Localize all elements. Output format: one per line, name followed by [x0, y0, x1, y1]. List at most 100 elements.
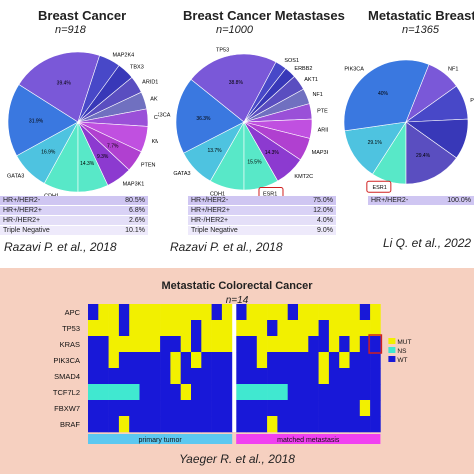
panel-3-title: Metastatic Breast Ca: [368, 8, 474, 23]
heatmap-cell: [277, 336, 288, 353]
heatmap-cell: [201, 368, 212, 385]
heatmap-cell: [211, 352, 223, 369]
heatmap-cell: [118, 336, 130, 353]
heatmap-row-label: SMAD4: [54, 372, 80, 381]
heatmap-cell: [98, 336, 109, 353]
heatmap-cell: [201, 304, 212, 321]
heatmap-cell: [277, 416, 288, 433]
heatmap-cell: [221, 336, 233, 353]
heatmap-cell: [256, 320, 268, 337]
heatmap-cell: [370, 400, 381, 417]
slice-gene-label: AKT1: [304, 77, 318, 83]
heatmap-cell: [139, 416, 151, 433]
heatmap-row-label: KRAS: [60, 340, 80, 349]
heatmap-cell: [88, 336, 99, 353]
heatmap-cell: [339, 384, 350, 401]
heatmap-cell: [256, 384, 268, 401]
heatmap-cell: [108, 400, 120, 417]
legend-label: NS: [397, 348, 407, 355]
heatmap-cell: [211, 336, 223, 353]
heatmap-cell: [108, 304, 120, 321]
heatmap-cell: [191, 304, 202, 321]
heatmap-cell: [298, 416, 309, 433]
heatmap-cell: [149, 400, 161, 417]
panel-2-n: n=1000: [216, 24, 254, 36]
heatmap-cell: [149, 336, 161, 353]
heatmap-cell: [88, 368, 99, 385]
slice-gene-label: GATA3: [7, 174, 24, 180]
heatmap-cell: [170, 400, 181, 417]
heatmap-cell: [246, 336, 258, 353]
pie-slice: [7, 84, 79, 157]
heatmap-cell: [129, 304, 140, 321]
heatmap-cell: [88, 320, 99, 337]
heatmap-cell: [160, 352, 171, 369]
heatmap-cell: [180, 384, 192, 401]
heatmap-cell: [160, 400, 171, 417]
heatmap-cell: [308, 400, 319, 417]
pie-slice: [175, 78, 245, 154]
heatmap-cell: [180, 336, 192, 353]
heatmap-cell: [236, 336, 247, 353]
heatmap-cell: [88, 384, 99, 401]
heatmap-cell: [170, 320, 181, 337]
slice-percent-label: 15.5%: [247, 159, 262, 165]
heatmap-cell: [339, 400, 350, 417]
heatmap-cell: [339, 320, 350, 337]
heatmap-cell: [139, 352, 151, 369]
heatmap-cell: [201, 384, 212, 401]
slice-gene-label: NF1: [448, 67, 458, 73]
heatmap-cell: [170, 304, 181, 321]
heatmap-cell: [267, 416, 278, 433]
heatmap-cell: [256, 416, 268, 433]
highlight-box: [366, 180, 392, 193]
pie-chart-breast-cancer-metastases: CDH1 13.7% GATA3 36.3% PIK3CA 38.8% TP53 SOS1 ER…: [158, 48, 328, 200]
heatmap-row-label: BRAF: [60, 420, 80, 429]
heatmap-cell: [287, 384, 299, 401]
legend-swatch: [388, 356, 396, 362]
heatmap-cell: [349, 336, 361, 353]
heatmap-cell: [170, 416, 181, 433]
slice-gene-label: PIK3CA: [158, 113, 171, 119]
heatmap-cell: [298, 320, 309, 337]
heatmap-cell: [149, 416, 161, 433]
heatmap-cell: [191, 384, 202, 401]
slice-gene-label: PTEN: [317, 108, 328, 114]
heatmap-title: Metastatic Colorectal Cancer: [161, 280, 313, 292]
heatmap-cell: [98, 416, 109, 433]
heatmap-cell: [287, 352, 299, 369]
heatmap-cell: [308, 368, 319, 385]
heatmap-cell: [211, 416, 223, 433]
heatmap-cell: [118, 352, 130, 369]
heatmap-cell: [359, 400, 371, 417]
heatmap-cell: [359, 384, 371, 401]
heatmap-cell: [318, 304, 330, 321]
legend-label: HR-/HER2+: [191, 217, 229, 224]
heatmap-cell: [267, 336, 278, 353]
heatmap-cell: [267, 352, 278, 369]
slice-gene-label: KMT2C: [294, 174, 313, 180]
slice-gene-label: CBFB: [154, 115, 158, 121]
heatmap-cell: [118, 384, 130, 401]
slice-gene-label: PTEN: [470, 98, 474, 104]
heatmap-cell: [98, 304, 109, 321]
slice-gene-label: PTEN: [141, 163, 156, 169]
heatmap-cell: [328, 400, 340, 417]
heatmap-cell: [180, 368, 192, 385]
heatmap-cell: [246, 400, 258, 417]
heatmap-cell: [236, 416, 247, 433]
legend-swatch: [388, 347, 396, 353]
heatmap-cell: [308, 416, 319, 433]
heatmap-cell: [180, 400, 192, 417]
heatmap-cell: [180, 352, 192, 369]
heatmap-cell: [211, 384, 223, 401]
heatmap-cell: [98, 384, 109, 401]
heatmap-cell: [160, 384, 171, 401]
heatmap-cell: [118, 304, 130, 321]
heatmap-cell: [339, 352, 350, 369]
legend-swatch: [388, 338, 396, 344]
heatmap-cell: [160, 320, 171, 337]
heatmap-cell: [88, 304, 99, 321]
group-label-metastasis: matched metastasis: [277, 437, 340, 444]
heatmap-cell: [370, 416, 381, 433]
